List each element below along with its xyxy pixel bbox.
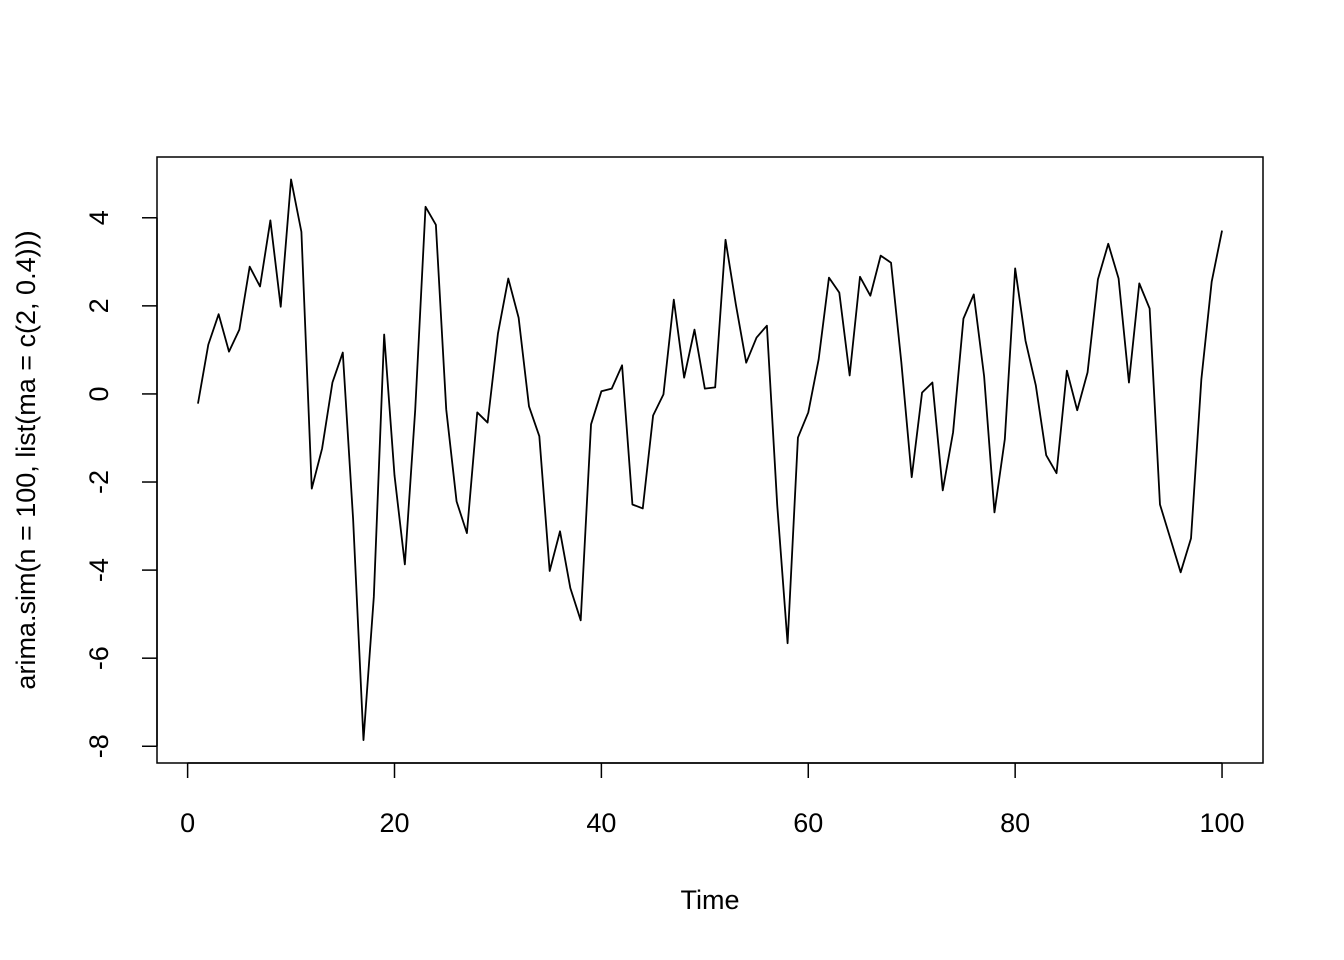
x-tick-label: 0 [180, 808, 195, 838]
x-tick-label: 100 [1200, 808, 1245, 838]
x-tick-label: 20 [379, 808, 409, 838]
y-tick-label: 4 [84, 210, 114, 225]
y-tick-label: 0 [84, 386, 114, 401]
y-tick-label: -2 [84, 470, 114, 494]
x-tick-label: 80 [1000, 808, 1030, 838]
y-axis-label: arima.sim(n = 100, list(ma = c(2, 0.4))) [11, 230, 41, 689]
y-tick-label: -8 [84, 734, 114, 758]
x-axis-label: Time [681, 885, 740, 915]
x-tick-label: 60 [793, 808, 823, 838]
data-line [197, 178, 1223, 741]
y-tick-label: -6 [84, 646, 114, 670]
x-tick-label: 40 [586, 808, 616, 838]
y-tick-label: -4 [84, 558, 114, 582]
plot-box [156, 156, 1264, 764]
y-tick-label: 2 [84, 298, 114, 313]
